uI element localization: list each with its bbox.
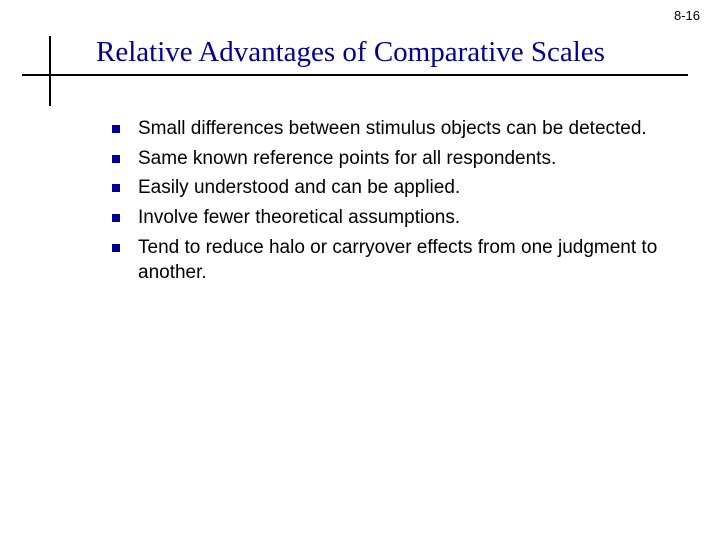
list-item: Small differences between stimulus objec… <box>112 116 680 142</box>
bullet-text: Small differences between stimulus objec… <box>138 116 647 142</box>
list-item: Same known reference points for all resp… <box>112 146 680 172</box>
title-area: Relative Advantages of Comparative Scale… <box>0 36 720 75</box>
list-item: Involve fewer theoretical assumptions. <box>112 205 680 231</box>
bullet-square-icon <box>112 214 120 222</box>
bullet-square-icon <box>112 244 120 252</box>
content-area: Small differences between stimulus objec… <box>112 116 680 290</box>
page-number: 8-16 <box>674 8 700 23</box>
title-underline-short <box>22 74 51 76</box>
bullet-text: Same known reference points for all resp… <box>138 146 556 172</box>
bullet-text: Tend to reduce halo or carryover effects… <box>138 235 680 286</box>
bullet-square-icon <box>112 125 120 133</box>
slide-title: Relative Advantages of Comparative Scale… <box>0 36 720 75</box>
list-item: Easily understood and can be applied. <box>112 175 680 201</box>
title-underline-main <box>51 74 688 76</box>
bullet-square-icon <box>112 184 120 192</box>
bullet-text: Easily understood and can be applied. <box>138 175 460 201</box>
list-item: Tend to reduce halo or carryover effects… <box>112 235 680 286</box>
bullet-text: Involve fewer theoretical assumptions. <box>138 205 460 231</box>
bullet-square-icon <box>112 155 120 163</box>
